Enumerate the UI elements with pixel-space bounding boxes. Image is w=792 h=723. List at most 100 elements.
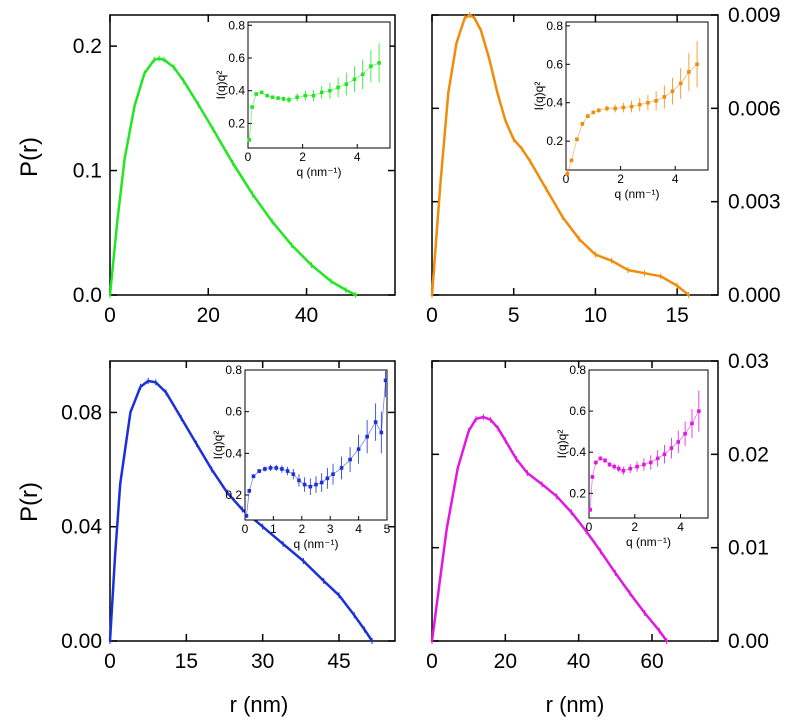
inset-y-tick-label: 0.8 xyxy=(228,18,245,32)
inset-y-tick-label: 0.2 xyxy=(228,116,245,130)
inset-frame-mi xyxy=(565,21,709,171)
inset-data-point xyxy=(281,97,286,101)
inset-y-tick-label: 0.4 xyxy=(228,84,245,98)
inset-data-point xyxy=(642,462,646,467)
inset-data-point xyxy=(629,104,634,109)
inset-data-point xyxy=(621,105,626,110)
inset-data-point xyxy=(250,105,254,109)
x-tick-label: 40 xyxy=(567,650,590,673)
inset-data-point xyxy=(263,467,267,471)
inset-data-point xyxy=(670,89,675,93)
x-tick-label: 40 xyxy=(295,304,318,327)
inset-data-point xyxy=(654,99,658,103)
x-axis-label-right: r (nm) xyxy=(546,692,605,717)
inset-frame-ma xyxy=(247,21,391,149)
inset-x-tick-label: 0 xyxy=(245,150,252,164)
inset-y-tick-label: 0.6 xyxy=(546,57,563,71)
inset-data-point xyxy=(603,458,607,463)
inset-y-tick-label: 0.2 xyxy=(225,488,242,502)
y-tick-label: 0.00 xyxy=(61,630,102,653)
inset-data-point xyxy=(308,484,313,489)
y-tick-label: 0.000 xyxy=(728,284,781,307)
inset-data-point xyxy=(669,446,674,450)
inset-data-point xyxy=(637,102,642,107)
y-tick-label: 0.03 xyxy=(728,350,769,373)
inset-mi: 0 2 4 0.2 0.4 0.6 0.8 q (nm⁻¹) I(q)q² xyxy=(532,19,709,201)
inset-data-point xyxy=(605,106,609,111)
inset-data-point xyxy=(580,122,585,126)
inset-data-point xyxy=(331,472,335,476)
inset-data-point xyxy=(646,100,650,105)
x-tick-label: 10 xyxy=(584,304,607,327)
inset-data-point xyxy=(607,462,612,467)
inset-data-point xyxy=(586,114,590,118)
inset-data-point xyxy=(311,93,316,98)
inset-x-tick-label: 2 xyxy=(299,150,306,164)
inset-data-point xyxy=(377,61,381,65)
x-tick-label: 15 xyxy=(175,650,198,673)
inset-data-point xyxy=(635,464,639,469)
inset-data-point xyxy=(328,88,332,93)
inset-data-point xyxy=(683,431,687,436)
y-tick-label: 0.2 xyxy=(73,35,102,58)
inset-data-point xyxy=(590,475,595,479)
inset-data-point xyxy=(655,456,660,461)
y-tick-label: 0.1 xyxy=(73,160,102,183)
inset-data-point xyxy=(575,137,579,142)
inset-data-point xyxy=(648,460,653,465)
x-tick-label: 5 xyxy=(508,304,520,327)
inset-x-tick-label: 2 xyxy=(617,172,624,186)
inset-y-tick-label: 0.4 xyxy=(569,445,586,459)
x-tick-label: 0 xyxy=(426,304,438,327)
inset-data-point xyxy=(274,466,279,470)
inset-data-point xyxy=(287,97,291,102)
x-tick-label: 20 xyxy=(494,650,517,673)
inset-x-tick-label: 2 xyxy=(631,520,638,534)
inset-data-point xyxy=(687,70,691,74)
inset-data-point xyxy=(297,478,301,483)
inset-data-point xyxy=(594,460,598,465)
y-tick-label: 0.04 xyxy=(61,516,102,539)
inset-cyl: 0 1 2 3 4 5 0.2 0.4 0.6 0.8 q (nm⁻¹) I(q)q² xyxy=(211,363,391,551)
inset-data-point xyxy=(247,138,252,142)
inset-data-point xyxy=(697,409,701,413)
inset-data-point xyxy=(569,158,574,163)
inset-data-point xyxy=(251,474,256,479)
inset-data-point xyxy=(339,466,344,470)
inset-data-point xyxy=(244,514,249,518)
inset-data-point xyxy=(565,172,570,176)
inset-x-tick-label: 1 xyxy=(270,522,277,536)
inset-x-tick-label: 3 xyxy=(327,522,334,536)
y-axis-label-bottom: P(r) xyxy=(16,482,43,522)
inset-data-point xyxy=(616,466,621,471)
y-tick-label: 0.08 xyxy=(61,401,102,424)
inset-y-tick-label: 0.6 xyxy=(569,404,586,418)
inset-data-point xyxy=(352,77,357,82)
inset-data-point xyxy=(265,93,269,98)
inset-data-point xyxy=(379,430,384,435)
inset-data-point xyxy=(270,95,275,100)
inset-data-point xyxy=(254,92,258,96)
inset-x-tick-label: 4 xyxy=(677,520,684,534)
inset-ma: 0 2 4 0.2 0.4 0.6 0.8 q (nm⁻¹) I(q)q² xyxy=(214,18,391,179)
inset-x-tick-label: 4 xyxy=(355,522,362,536)
plot-frame-flag xyxy=(431,360,719,642)
inset-x-tick-label: 4 xyxy=(672,172,679,186)
inset-y-axis-label: I(q)q² xyxy=(211,431,225,460)
inset-data-point xyxy=(319,90,324,95)
panel-flag: 02040600.000.010.020.03FLAG0240.20.40.60… xyxy=(426,350,769,673)
inset-data-point xyxy=(621,468,626,473)
x-tick-label: 0 xyxy=(104,304,116,327)
inset-data-point xyxy=(257,469,261,473)
inset-data-point xyxy=(596,108,601,113)
inset-x-tick-label: 0 xyxy=(242,522,249,536)
inset-data-point xyxy=(695,62,699,67)
inset-data-point xyxy=(591,110,596,115)
inset-x-tick-label: 0 xyxy=(586,520,593,534)
inset-x-axis-label: q (nm⁻¹) xyxy=(297,165,342,179)
x-tick-label: 0 xyxy=(104,650,116,673)
inset-data-point xyxy=(383,378,388,383)
inset-data-point xyxy=(247,489,252,493)
inset-y-tick-label: 0.4 xyxy=(546,96,563,110)
